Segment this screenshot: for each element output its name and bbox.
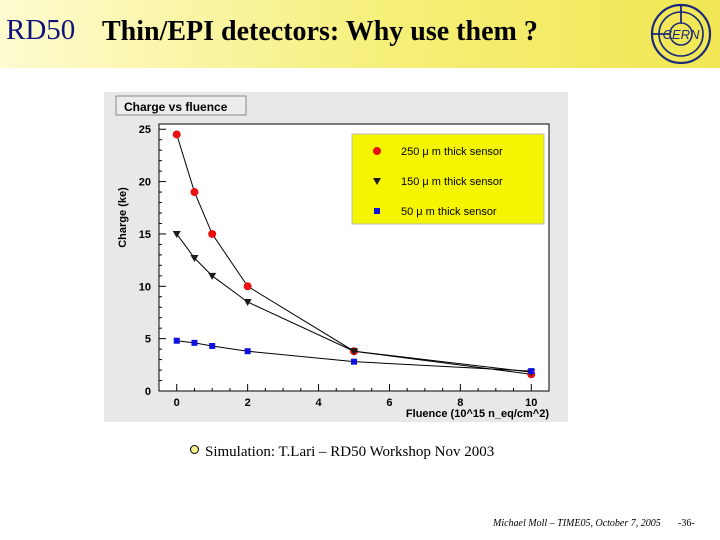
slide-header: RD50 Thin/EPI detectors: Why use them ? … xyxy=(0,0,720,68)
series-2-point xyxy=(190,255,199,263)
cern-logo-icon: CERN xyxy=(650,3,712,65)
page-number: -36- xyxy=(678,518,695,529)
series-3-point xyxy=(528,368,535,375)
rd50-logo-text: RD50 xyxy=(6,14,76,46)
slide-title: Thin/EPI detectors: Why use them ? xyxy=(102,16,538,47)
series-2-point xyxy=(172,230,181,238)
series-2-line xyxy=(176,233,532,373)
series-3-point xyxy=(173,337,180,344)
cern-logo-text: CERN xyxy=(663,27,700,42)
y-tick-label: 25 xyxy=(139,124,151,136)
legend-marker-1 xyxy=(373,147,381,155)
x-tick-label: 6 xyxy=(386,397,392,409)
legend-label-1: 250 μ m thick sensor xyxy=(401,146,503,158)
legend-marker-3 xyxy=(374,208,380,214)
series-1-point xyxy=(243,282,252,291)
y-tick-label: 10 xyxy=(139,281,151,293)
x-tick-label: 4 xyxy=(315,397,322,409)
series-2-point xyxy=(208,272,217,280)
series-3-point xyxy=(191,339,198,346)
series-3-point xyxy=(244,348,251,355)
simulation-note: Simulation: T.Lari – RD50 Workshop Nov 2… xyxy=(190,444,494,461)
x-tick-label: 2 xyxy=(245,397,251,409)
chart-title: Charge vs fluence xyxy=(124,100,228,114)
plot-area: 0 2 4 6 8 10 0 5 10 15 20 25 Charge (ke) Fluence (10^… xyxy=(117,123,550,420)
x-tick-label: 10 xyxy=(525,397,537,409)
legend-label-2: 150 μ m thick sensor xyxy=(401,176,503,188)
y-tick-label: 20 xyxy=(139,177,151,189)
simulation-note-text: Simulation: T.Lari – RD50 Workshop Nov 2… xyxy=(205,444,495,460)
legend-marker-2 xyxy=(373,178,381,185)
footer-credit: Michael Moll – TIME05, October 7, 2005 xyxy=(493,518,661,529)
chart-title-box xyxy=(115,95,247,116)
y-axis-label: Charge (ke) xyxy=(117,187,129,248)
legend-box xyxy=(351,133,545,225)
series-1-point xyxy=(190,188,199,197)
y-tick-label: 5 xyxy=(145,334,151,346)
y-tick-label: 0 xyxy=(145,386,151,398)
series-3-point xyxy=(351,358,357,365)
y-tick-label: 15 xyxy=(139,229,151,241)
series-1-point xyxy=(172,130,181,139)
legend-label-3: 50 μ m thick sensor xyxy=(401,206,497,218)
charge-vs-fluence-chart: Charge vs fluence 0 2 4 6 8 10 0 5 10 15 20 25 Charg… xyxy=(104,92,568,422)
series-1-point xyxy=(208,229,217,238)
x-tick-label: 0 xyxy=(174,397,180,409)
series-3-point xyxy=(209,342,216,349)
series-2-point xyxy=(350,348,358,356)
x-axis-label: Fluence (10^15 n_eq/cm^2) xyxy=(406,408,549,420)
series-2-point xyxy=(243,299,252,306)
x-tick-label: 8 xyxy=(457,397,463,409)
bullet-icon xyxy=(190,445,199,454)
